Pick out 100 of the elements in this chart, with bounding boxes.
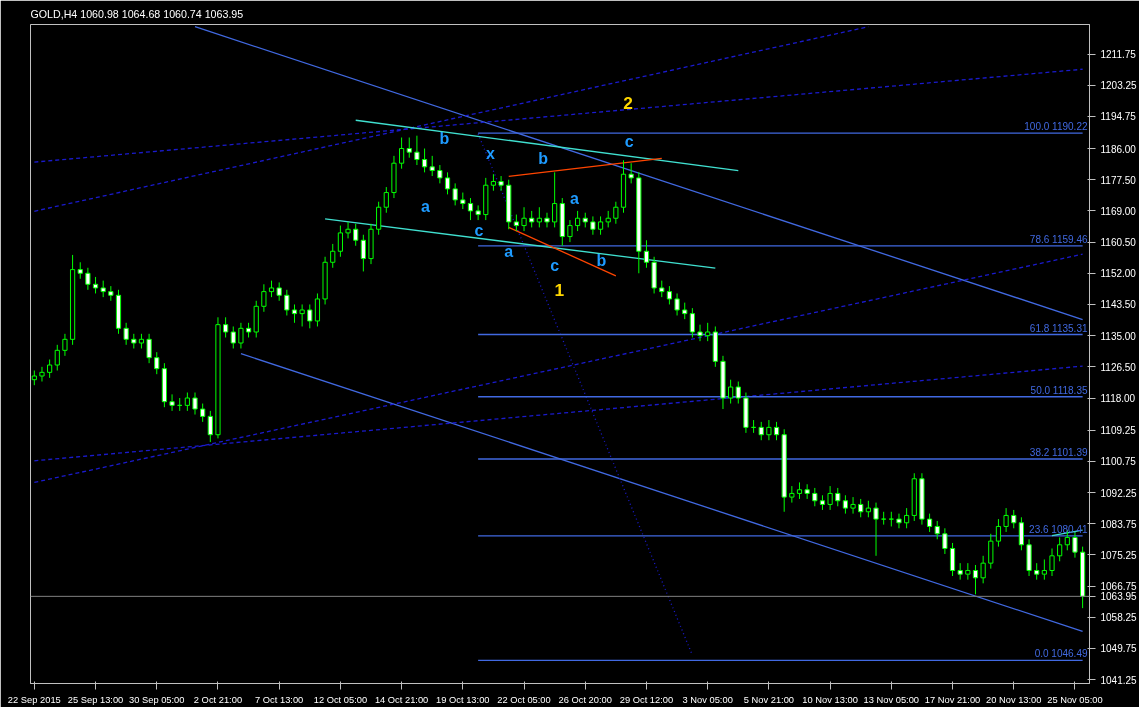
x-tick-label: 12 Oct 05:00 bbox=[313, 694, 368, 705]
annotation: a bbox=[570, 189, 580, 207]
candlestick bbox=[1003, 507, 1009, 533]
y-tick-label: 1186.00 bbox=[1100, 143, 1137, 155]
candlestick bbox=[207, 410, 213, 443]
y-tick-label: 1109.25 bbox=[1100, 425, 1137, 437]
candlestick bbox=[674, 292, 680, 316]
candlestick bbox=[552, 171, 558, 228]
candlestick bbox=[146, 333, 152, 364]
candlestick bbox=[429, 155, 435, 177]
candlestick bbox=[444, 171, 451, 195]
candlestick bbox=[873, 502, 879, 557]
annotation: 38.2 1101.39 bbox=[1029, 446, 1088, 458]
candlestick bbox=[567, 219, 573, 243]
annotation: 2 bbox=[623, 92, 633, 113]
candlestick bbox=[934, 520, 940, 540]
annotation: c bbox=[474, 221, 484, 239]
candlestick bbox=[330, 243, 336, 269]
candlestick bbox=[705, 322, 711, 342]
candlestick bbox=[345, 221, 351, 239]
candlestick bbox=[200, 403, 206, 423]
candlestick bbox=[613, 201, 619, 225]
x-tick-label: 17 Nov 21:00 bbox=[924, 694, 981, 705]
candlestick bbox=[452, 182, 458, 206]
y-tick-label: 1194.75 bbox=[1100, 111, 1137, 123]
annotation: 1 bbox=[554, 280, 565, 301]
candlestick bbox=[643, 239, 650, 269]
candlestick bbox=[284, 289, 290, 316]
candlestick bbox=[85, 267, 91, 291]
candlestick bbox=[47, 359, 53, 379]
candlestick bbox=[123, 322, 129, 346]
y-tick-label: 1041.25 bbox=[1100, 674, 1138, 686]
annotation: b bbox=[596, 251, 607, 269]
annotation: a bbox=[420, 198, 430, 216]
annotation: c bbox=[550, 257, 560, 275]
candlestick bbox=[850, 496, 856, 515]
y-tick-label: 1152.00 bbox=[1100, 268, 1137, 280]
x-tick-label: 14 Oct 21:00 bbox=[374, 694, 429, 705]
candlestick bbox=[406, 137, 412, 159]
candlestick bbox=[223, 316, 229, 338]
candlestick bbox=[995, 518, 1002, 548]
annotation: c bbox=[624, 132, 634, 150]
y-tick-label: 1211.75 bbox=[1100, 49, 1137, 61]
candlestick bbox=[383, 186, 389, 214]
candlestick bbox=[307, 303, 313, 329]
candlestick bbox=[835, 487, 841, 507]
candlestick bbox=[1011, 509, 1017, 529]
annotation: 78.6 1159.46 bbox=[1029, 233, 1088, 245]
y-tick-label: 1177.50 bbox=[1100, 174, 1137, 186]
candlestick bbox=[574, 210, 581, 232]
annotation: 0.0 1046.49 bbox=[1034, 648, 1088, 660]
x-tick-label: 30 Sep 05:00 bbox=[129, 694, 185, 705]
annotation: 50.0 1118.35 bbox=[1030, 384, 1088, 396]
candlestick bbox=[697, 324, 703, 342]
y-tick-label: 1058.25 bbox=[1100, 612, 1138, 624]
candlestick bbox=[475, 204, 481, 221]
candlestick bbox=[926, 513, 933, 533]
candlestick bbox=[766, 419, 772, 441]
candlestick bbox=[827, 485, 833, 511]
x-tick-label: 20 Nov 13:00 bbox=[986, 694, 1042, 705]
y-tick-label: 1135.00 bbox=[1100, 330, 1137, 342]
annotation: a bbox=[504, 243, 514, 261]
candlestick bbox=[421, 148, 428, 173]
ref-line-label: 1063.95 bbox=[1100, 591, 1138, 603]
candlestick bbox=[238, 322, 244, 349]
candlestick bbox=[628, 162, 634, 184]
y-tick-label: 1092.25 bbox=[1100, 487, 1138, 499]
candlestick bbox=[230, 325, 236, 349]
x-tick-label: 3 Nov 05:00 bbox=[682, 694, 733, 705]
annotation: b bbox=[439, 130, 450, 148]
candlestick bbox=[521, 206, 527, 232]
candlestick bbox=[437, 164, 443, 184]
candlestick bbox=[1018, 516, 1024, 551]
candlestick bbox=[192, 392, 198, 416]
candlestick bbox=[376, 201, 382, 236]
y-tick-label: 1143.50 bbox=[1100, 299, 1137, 311]
candlestick bbox=[597, 215, 604, 236]
annotation: 23.6 1080.41 bbox=[1029, 523, 1088, 535]
candlestick bbox=[399, 137, 405, 170]
candlestick bbox=[276, 281, 282, 302]
candlestick bbox=[590, 215, 596, 236]
y-tick-label: 1075.25 bbox=[1100, 549, 1138, 561]
candlestick bbox=[858, 498, 864, 518]
x-tick-label: 13 Nov 05:00 bbox=[863, 694, 920, 705]
y-tick-label: 1049.75 bbox=[1100, 643, 1138, 655]
candlestick bbox=[299, 303, 305, 327]
candlestick bbox=[54, 344, 60, 372]
candlestick bbox=[904, 507, 910, 529]
candlestick bbox=[498, 175, 504, 192]
candlestick bbox=[735, 381, 741, 405]
y-tick-label: 1100.75 bbox=[1100, 456, 1137, 468]
candlestick bbox=[360, 234, 366, 272]
candlestick bbox=[942, 527, 948, 555]
candlestick bbox=[467, 197, 474, 221]
x-tick-label: 26 Oct 20:00 bbox=[558, 694, 612, 705]
candlestick bbox=[414, 135, 420, 166]
candlestick bbox=[1072, 531, 1078, 559]
candlestick bbox=[536, 206, 542, 228]
x-tick-label: 7 Oct 13:00 bbox=[255, 694, 304, 705]
y-tick-label: 1169.00 bbox=[1100, 205, 1137, 217]
